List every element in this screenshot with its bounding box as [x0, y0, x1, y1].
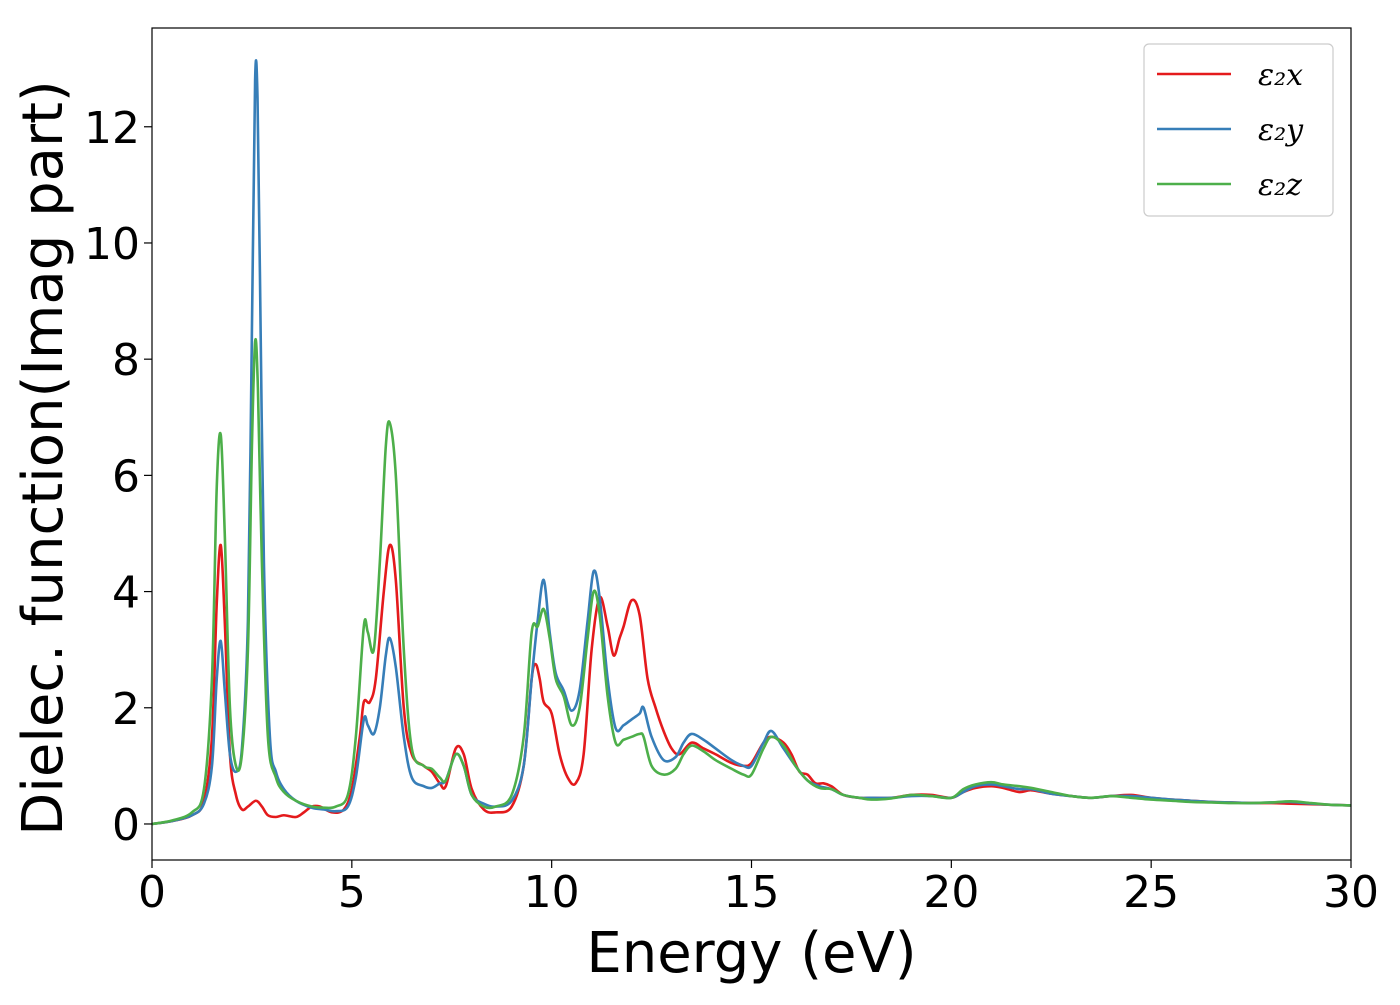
- x-tick-label: 15: [724, 867, 780, 918]
- series-e2x-line: [151, 543, 1352, 826]
- x-tick-label: 30: [1323, 867, 1379, 918]
- x-tick-label: 5: [338, 867, 366, 918]
- y-tick-label: 6: [112, 451, 140, 502]
- series-layer: [151, 59, 1352, 826]
- legend-box: [1143, 43, 1334, 217]
- x-tick-label: 10: [524, 867, 580, 918]
- series-e2y-line: [151, 59, 1352, 826]
- x-tick-label: 25: [1123, 867, 1179, 918]
- y-tick-label: 8: [112, 335, 140, 386]
- plot-frame: [151, 27, 1352, 861]
- tick-layer: 0 5 10 15 20 25 30 0 2 4 6 8 10 12: [84, 103, 1379, 918]
- y-tick-label: 0: [112, 800, 140, 851]
- x-tick-label: 0: [138, 867, 166, 918]
- x-tick-label: 20: [923, 867, 979, 918]
- y-tick-label: 2: [112, 684, 140, 735]
- y-axis-label: Dielec. function(Imag part): [11, 80, 76, 836]
- y-tick-label: 12: [84, 103, 140, 154]
- series-e2z-line: [151, 338, 1352, 826]
- legend-entry-e2z: ε₂z: [1258, 168, 1302, 203]
- legend-entry-e2x: ε₂x: [1258, 58, 1303, 93]
- x-axis-label: Energy (eV): [586, 921, 916, 986]
- y-tick-label: 10: [84, 219, 140, 270]
- legend: ε₂x ε₂y ε₂z: [1143, 43, 1334, 217]
- y-tick-label: 4: [112, 568, 140, 619]
- legend-entry-e2y: ε₂y: [1258, 113, 1304, 148]
